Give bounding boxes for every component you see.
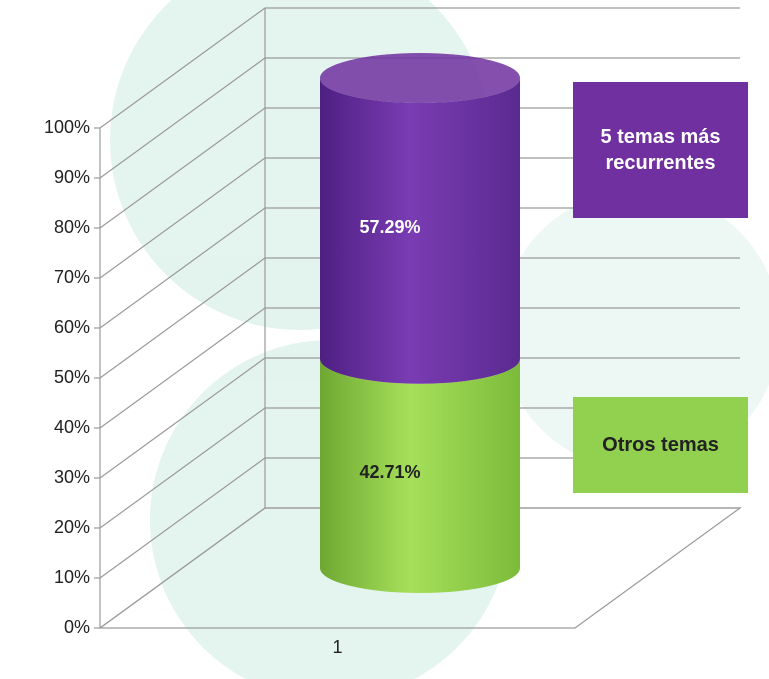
grid-line xyxy=(99,7,740,129)
y-tick-label: 90% xyxy=(54,167,90,187)
grid-line xyxy=(99,307,740,429)
y-tick-label: 60% xyxy=(54,317,90,337)
y-tick-label: 80% xyxy=(54,217,90,237)
y-tick-label: 20% xyxy=(54,517,90,537)
y-tick-label: 70% xyxy=(54,267,90,287)
y-tick-label: 50% xyxy=(54,367,90,387)
legend-entry: 5 temas más recurrentes xyxy=(573,82,748,218)
cylinder-top xyxy=(320,53,520,103)
y-tick-label: 100% xyxy=(44,117,90,137)
y-tick-label: 10% xyxy=(54,567,90,587)
bar-segment xyxy=(320,358,520,593)
grid-line xyxy=(99,257,740,379)
legend-entry: Otros temas xyxy=(573,397,748,493)
y-tick-label: 30% xyxy=(54,467,90,487)
bar-segment xyxy=(320,78,520,384)
grid-line xyxy=(99,357,740,479)
y-tick-label: 40% xyxy=(54,417,90,437)
grid-line xyxy=(99,507,740,629)
x-tick-label: 1 xyxy=(332,637,342,657)
data-label: 57.29% xyxy=(359,217,420,237)
y-tick-label: 0% xyxy=(64,617,90,637)
data-label: 42.71% xyxy=(359,462,420,482)
grid-line xyxy=(99,57,740,179)
